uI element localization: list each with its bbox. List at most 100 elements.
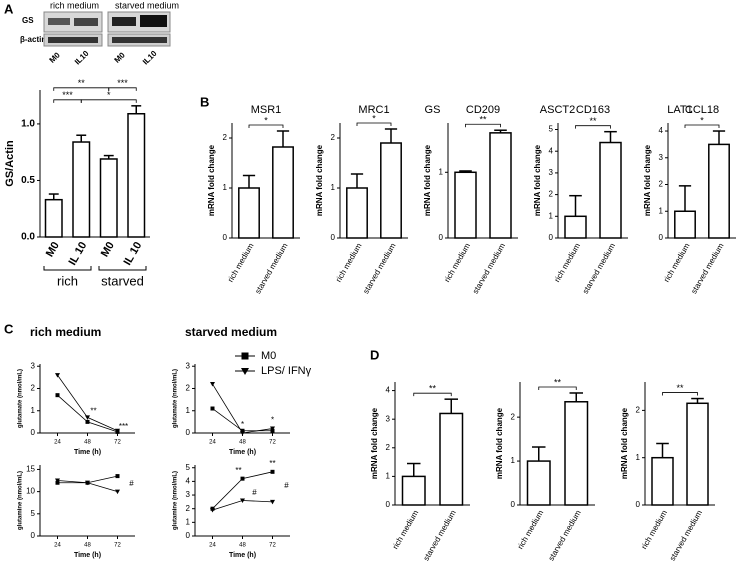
y-axis-label: mRNA fold change (495, 407, 504, 479)
significance-bracket (108, 87, 137, 91)
significance-label: *** (119, 422, 128, 431)
bar (651, 456, 674, 506)
panel-letter: A (4, 1, 14, 16)
y-axis-label: mRNA fold change (533, 144, 542, 216)
y-tick-label: 2 (511, 412, 516, 421)
group-label: rich (57, 273, 78, 288)
y-axis-label: mRNA fold change (423, 144, 432, 216)
blot: rich medium starved medium GS β-actin M0… (20, 0, 179, 66)
blot-band (112, 37, 167, 43)
y-tick-label: 1 (386, 472, 391, 481)
bar (346, 187, 368, 239)
y-tick-label: 2 (386, 443, 391, 452)
bar (686, 402, 709, 506)
y-tick-label: 5 (549, 125, 554, 134)
y-tick-label: 0.5 (21, 175, 35, 186)
y-tick-label: 3 (31, 361, 36, 370)
significance-label: * (107, 90, 111, 100)
y-tick-label: 5 (186, 463, 191, 472)
blot-band (74, 18, 98, 26)
chart-title: MRC1 (358, 104, 389, 116)
chart-title: LAT1 (667, 104, 692, 116)
y-tick-label: 2 (331, 133, 336, 142)
panel-letter: C (4, 321, 14, 336)
y-tick-label: 4 (186, 476, 191, 485)
significance-bracket (413, 392, 452, 397)
blot-row: GS (22, 16, 34, 25)
series-marker (85, 415, 90, 420)
y-tick-label: 3 (186, 490, 191, 499)
chart-title: CD209 (466, 104, 500, 116)
y-tick-label: 1 (31, 406, 36, 415)
y-tick-label: 0.0 (21, 232, 35, 243)
bar (674, 210, 696, 239)
y-tick-label: 1 (223, 183, 228, 192)
y-tick-label: 3 (659, 153, 664, 162)
significance-label: # (252, 488, 257, 497)
bar (44, 198, 63, 238)
x-tick-label: 48 (239, 543, 246, 549)
bar (380, 142, 402, 239)
y-tick-label: 0 (186, 531, 191, 540)
y-tick-label: 2 (186, 504, 191, 513)
y-axis-label: mRNA fold change (207, 144, 216, 216)
significance-bracket (80, 99, 137, 103)
y-tick-label: 0 (331, 233, 336, 242)
chart-title: GS (425, 104, 441, 116)
x-tick-label: rich medium (391, 508, 421, 551)
y-tick-label: 4 (549, 146, 554, 155)
significance-label: ** (429, 384, 437, 394)
x-tick-label: starved medium (547, 508, 583, 562)
y-tick-label: 0 (386, 500, 391, 509)
y-tick-label: 2 (659, 180, 664, 189)
bar (238, 187, 260, 239)
y-axis-label: glutamate (nmol/mL) (18, 369, 24, 428)
y-tick-label: 0 (511, 500, 516, 509)
series-marker (270, 469, 275, 474)
x-tick-label: starved medium (422, 508, 458, 562)
legend-label: LPS/ IFNγ (261, 365, 312, 377)
y-axis-label: mRNA fold change (315, 144, 324, 216)
y-tick-label: 1 (331, 183, 336, 192)
y-tick-label: 1 (439, 167, 444, 176)
series-marker (240, 431, 245, 436)
x-axis-label: Time (h) (74, 449, 101, 456)
x-tick-label: 72 (269, 543, 276, 549)
x-tick-label: starved medium (689, 241, 725, 295)
blot-band (140, 15, 167, 27)
legend-marker (241, 368, 249, 375)
significance-label: ** (78, 78, 86, 88)
chart-title: CCL18 (685, 104, 719, 116)
y-tick-label: 2 (31, 384, 36, 393)
series-marker (240, 498, 245, 503)
series-marker (210, 382, 215, 387)
x-tick-label: starved medium (471, 241, 507, 295)
x-tick-label: M0 (99, 240, 117, 259)
bar (564, 215, 587, 239)
series-marker (85, 480, 90, 486)
series-marker (55, 373, 60, 378)
x-tick-label: rich medium (662, 241, 692, 284)
y-tick-label: 2 (636, 405, 641, 414)
x-tick-label: starved medium (361, 241, 397, 295)
y-tick-label: 2 (223, 133, 228, 142)
series-marker (270, 499, 275, 505)
group-label: starved (101, 273, 144, 288)
chart-title: MSR1 (251, 104, 282, 116)
significance-label: ** (235, 466, 241, 475)
y-tick-label: 0 (659, 233, 664, 242)
significance-bracket (53, 99, 82, 103)
legend-marker (241, 352, 249, 360)
blot-lane: M0 (113, 50, 128, 65)
y-tick-label: 4 (386, 386, 391, 395)
x-tick-label: 48 (239, 440, 246, 446)
x-tick-label: 24 (54, 440, 61, 446)
y-axis-label: mRNA fold change (643, 144, 652, 216)
bar (599, 141, 622, 239)
group-bracket (43, 266, 92, 271)
y-tick-label: 2 (186, 384, 191, 393)
y-axis-label: mRNA fold change (620, 407, 629, 479)
y-tick-label: 4 (659, 126, 664, 135)
series-marker (115, 428, 120, 434)
x-tick-label: 48 (84, 440, 91, 446)
